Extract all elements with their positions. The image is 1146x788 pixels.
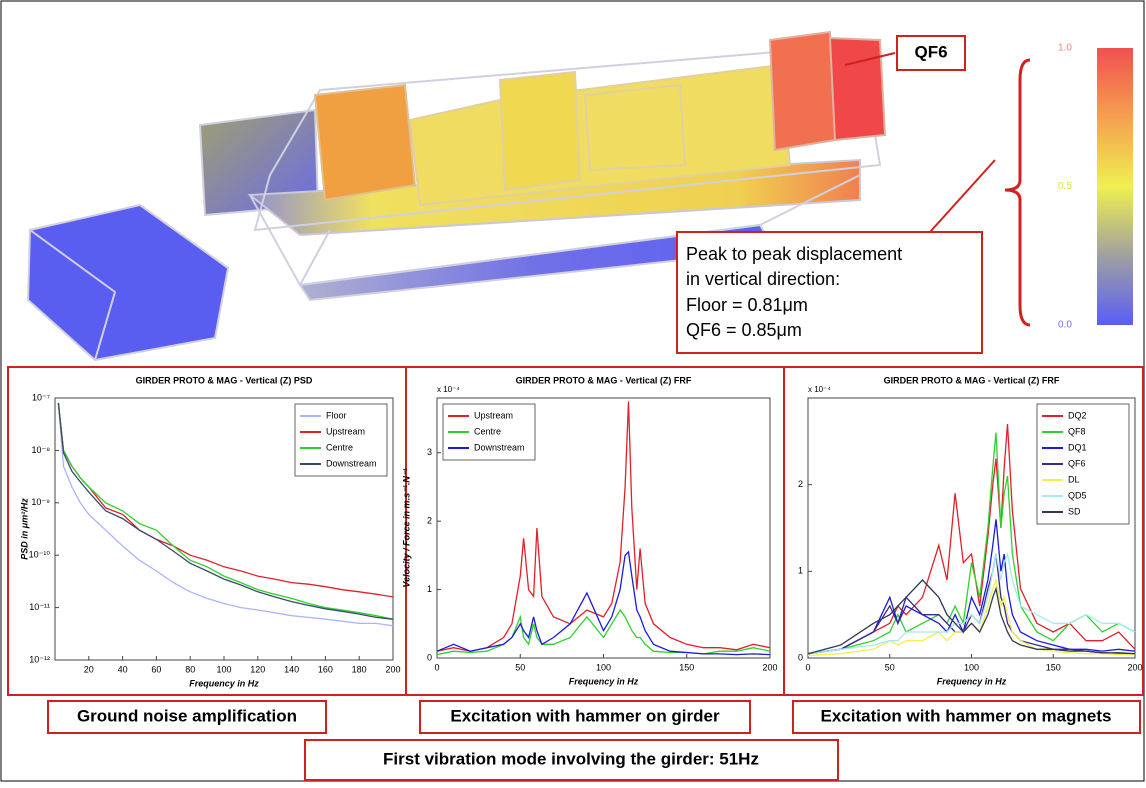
caption: Excitation with hammer on girder: [450, 706, 720, 725]
x-tick-label: 100: [964, 662, 979, 672]
x-tick-label: 0: [434, 662, 439, 672]
caption: Excitation with hammer on magnets: [821, 706, 1112, 725]
colorbar-tick-label: 0.5: [1058, 181, 1072, 192]
x-tick-label: 0: [805, 662, 810, 672]
x-axis-label: Frequency in Hz: [937, 676, 1007, 686]
y-tick-label: 2: [427, 516, 432, 526]
arrow: [930, 160, 995, 232]
legend-label: Downstream: [474, 442, 525, 452]
legend-label: Upstream: [474, 410, 513, 420]
legend-label: Centre: [326, 442, 353, 452]
y-axis-label: Velocity / Force in m.s⁻¹.N⁻¹: [401, 468, 411, 587]
caption: Ground noise amplification: [77, 706, 297, 725]
y-multiplier: x 10⁻⁴: [808, 385, 831, 394]
colorbar-tick-label: 0.0: [1058, 320, 1072, 331]
legend-label: SD: [1068, 506, 1081, 516]
x-tick-label: 180: [352, 664, 367, 674]
y-tick-label: 0: [427, 652, 432, 662]
note-line: in vertical direction:: [686, 269, 840, 289]
brace: [1005, 60, 1030, 325]
x-tick-label: 50: [515, 662, 525, 672]
y-tick-label: 10⁻¹¹: [29, 602, 50, 612]
x-tick-label: 200: [385, 664, 400, 674]
y-tick-label: 10⁻¹²: [29, 654, 50, 664]
legend-label: QF8: [1068, 426, 1086, 436]
x-tick-label: 200: [1127, 662, 1142, 672]
colorbar: [1097, 48, 1133, 325]
x-tick-label: 50: [885, 662, 895, 672]
x-tick-label: 100: [596, 662, 611, 672]
chart-title: GIRDER PROTO & MAG - Vertical (Z) FRF: [516, 375, 692, 385]
x-tick-label: 150: [1046, 662, 1061, 672]
slide: QF6 Peak to peak displacement in vertica…: [0, 0, 1146, 783]
y-tick-label: 0: [798, 652, 803, 662]
summary: First vibration mode involving the girde…: [383, 749, 759, 768]
x-tick-label: 20: [84, 664, 94, 674]
y-tick-label: 10⁻⁷: [32, 392, 50, 402]
x-tick-label: 60: [151, 664, 161, 674]
x-tick-label: 160: [318, 664, 333, 674]
y-tick-label: 3: [427, 447, 432, 457]
y-tick-label: 1: [798, 566, 803, 576]
legend-label: Downstream: [326, 458, 377, 468]
y-tick-label: 2: [798, 479, 803, 489]
legend-label: QF6: [1068, 458, 1086, 468]
y-tick-label: 10⁻⁸: [31, 445, 50, 455]
legend-label: DQ2: [1068, 410, 1087, 420]
x-tick-label: 140: [284, 664, 299, 674]
y-tick-label: 10⁻⁹: [31, 497, 50, 507]
legend-label: DL: [1068, 474, 1080, 484]
legend-label: Floor: [326, 410, 347, 420]
y-tick-label: 10⁻¹⁰: [29, 550, 51, 560]
x-tick-label: 120: [250, 664, 265, 674]
x-tick-label: 200: [762, 662, 777, 672]
page: {"figure": { "qf6_label": "QF6", "displa…: [0, 0, 1146, 788]
y-tick-label: 1: [427, 584, 432, 594]
colorbar-tick-label: 1.0: [1058, 43, 1072, 54]
legend-label: Upstream: [326, 426, 365, 436]
x-axis-label: Frequency in Hz: [569, 676, 639, 686]
legend-label: Centre: [474, 426, 501, 436]
chart-title: GIRDER PROTO & MAG - Vertical (Z) PSD: [136, 375, 313, 385]
note-line: Peak to peak displacement: [686, 244, 902, 264]
legend-label: QD5: [1068, 490, 1087, 500]
note-line: QF6 = 0.85μm: [686, 320, 802, 340]
x-tick-label: 80: [185, 664, 195, 674]
x-tick-label: 100: [216, 664, 231, 674]
x-tick-label: 150: [679, 662, 694, 672]
x-axis-label: Frequency in Hz: [189, 678, 259, 688]
note-line: Floor = 0.81μm: [686, 295, 808, 315]
chart-title: GIRDER PROTO & MAG - Vertical (Z) FRF: [884, 375, 1060, 385]
legend-label: DQ1: [1068, 442, 1087, 452]
x-tick-label: 40: [118, 664, 128, 674]
y-multiplier: x 10⁻⁴: [437, 385, 460, 394]
qf6-label: QF6: [914, 42, 947, 61]
